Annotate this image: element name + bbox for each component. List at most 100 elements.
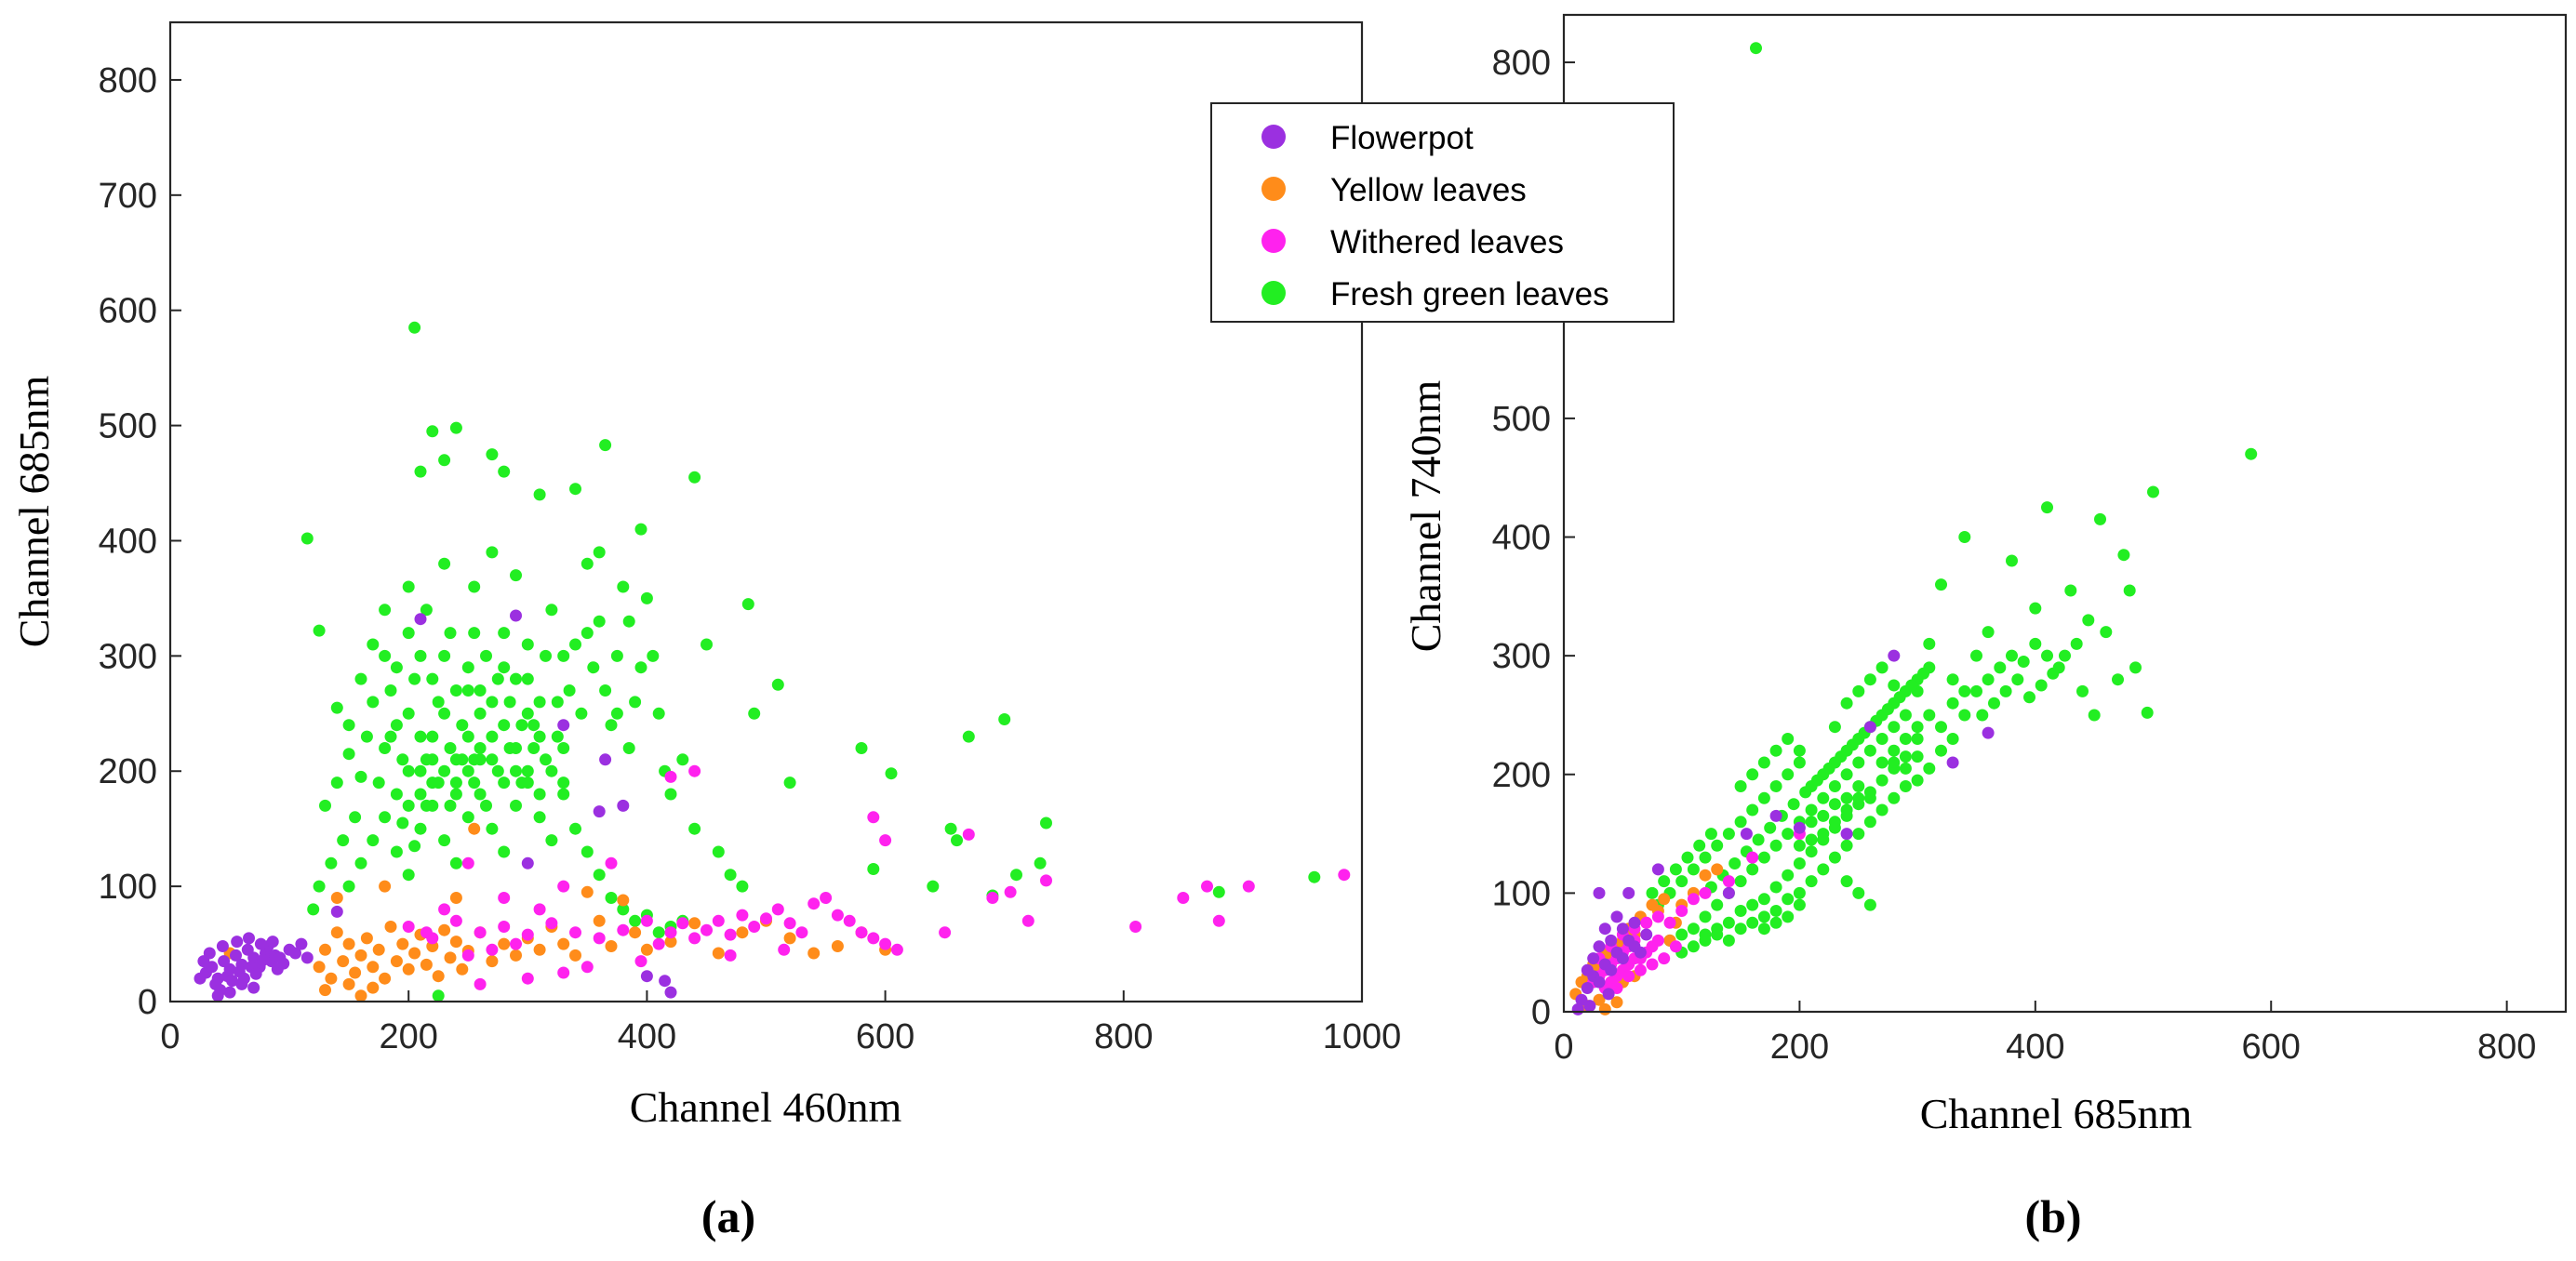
point-fresh-green-leaves <box>367 638 380 651</box>
point-withered-leaves <box>986 892 999 904</box>
point-withered-leaves <box>724 949 737 962</box>
point-fresh-green-leaves <box>771 678 784 691</box>
point-fresh-green-leaves <box>1757 893 1770 906</box>
point-fresh-green-leaves <box>927 880 940 893</box>
point-withered-leaves <box>760 912 772 925</box>
point-fresh-green-leaves <box>486 696 499 709</box>
point-flowerpot <box>226 975 239 988</box>
panel-a-y-tick-label: 200 <box>99 752 157 791</box>
point-fresh-green-leaves <box>390 845 403 858</box>
point-fresh-green-leaves <box>1646 886 1659 899</box>
point-fresh-green-leaves <box>1675 875 1688 888</box>
point-fresh-green-leaves <box>581 845 594 858</box>
point-flowerpot <box>230 949 242 962</box>
point-fresh-green-leaves <box>676 753 689 766</box>
point-fresh-green-leaves <box>1852 791 1865 804</box>
point-yellow-leaves <box>712 947 725 960</box>
point-fresh-green-leaves <box>510 764 522 777</box>
point-flowerpot <box>414 613 427 626</box>
point-fresh-green-leaves <box>688 822 701 835</box>
point-withered-leaves <box>1040 874 1052 887</box>
point-yellow-leaves <box>831 940 844 952</box>
point-fresh-green-leaves <box>1769 905 1782 917</box>
point-fresh-green-leaves <box>480 649 492 662</box>
point-withered-leaves <box>843 914 856 927</box>
point-fresh-green-leaves <box>461 764 474 777</box>
point-flowerpot <box>1640 928 1653 941</box>
point-yellow-leaves <box>664 936 677 949</box>
point-fresh-green-leaves <box>1888 756 1901 769</box>
point-fresh-green-leaves <box>2059 649 2071 662</box>
point-fresh-green-leaves <box>1982 673 1995 686</box>
point-fresh-green-leaves <box>438 454 451 467</box>
point-withered-leaves <box>712 914 725 927</box>
point-fresh-green-leaves <box>360 730 373 743</box>
point-fresh-green-leaves <box>1782 733 1795 745</box>
point-fresh-green-leaves <box>2029 637 2042 650</box>
point-fresh-green-leaves <box>1852 684 1865 697</box>
point-yellow-leaves <box>330 926 343 939</box>
point-fresh-green-leaves <box>444 742 457 754</box>
point-yellow-leaves <box>402 962 415 976</box>
point-fresh-green-leaves <box>1699 934 1712 947</box>
point-fresh-green-leaves <box>634 523 647 536</box>
point-fresh-green-leaves <box>498 719 511 732</box>
point-fresh-green-leaves <box>2123 584 2136 597</box>
point-fresh-green-leaves <box>498 465 511 478</box>
point-fresh-green-leaves <box>1875 756 1889 769</box>
point-flowerpot <box>194 972 207 985</box>
point-fresh-green-leaves <box>456 719 469 732</box>
point-withered-leaves <box>701 923 713 936</box>
point-fresh-green-leaves <box>1769 839 1782 852</box>
point-fresh-green-leaves <box>1769 780 1782 792</box>
point-fresh-green-leaves <box>944 822 957 835</box>
point-flowerpot <box>1605 934 1618 947</box>
point-fresh-green-leaves <box>1840 839 1853 852</box>
point-yellow-leaves <box>396 937 409 950</box>
point-flowerpot <box>1616 923 1629 936</box>
point-withered-leaves <box>498 921 511 933</box>
point-fresh-green-leaves <box>1782 828 1795 841</box>
point-yellow-leaves <box>360 932 373 945</box>
point-withered-leaves <box>569 926 581 939</box>
point-fresh-green-leaves <box>1040 816 1052 830</box>
point-fresh-green-leaves <box>2064 584 2077 597</box>
point-withered-leaves <box>557 966 570 979</box>
point-yellow-leaves <box>1658 893 1671 906</box>
point-yellow-leaves <box>1699 869 1712 882</box>
point-fresh-green-leaves <box>1699 851 1712 864</box>
point-fresh-green-leaves <box>962 730 975 743</box>
panel-a-x-axis-title: Channel 460nm <box>630 1083 902 1131</box>
point-fresh-green-leaves <box>300 532 314 545</box>
point-fresh-green-leaves <box>426 777 439 790</box>
panel-a-x-tick-label: 200 <box>379 1017 437 1056</box>
point-fresh-green-leaves <box>527 719 541 732</box>
point-withered-leaves <box>867 932 880 945</box>
point-fresh-green-leaves <box>617 580 630 593</box>
point-fresh-green-leaves <box>1822 762 1835 775</box>
point-fresh-green-leaves <box>1846 738 1859 751</box>
point-fresh-green-leaves <box>1840 768 1853 781</box>
point-fresh-green-leaves <box>515 777 528 790</box>
point-fresh-green-leaves <box>1905 679 1918 692</box>
point-fresh-green-leaves <box>1782 869 1795 882</box>
point-fresh-green-leaves <box>551 696 564 709</box>
point-fresh-green-leaves <box>1693 839 1706 852</box>
point-fresh-green-leaves <box>342 719 355 732</box>
point-fresh-green-leaves <box>652 926 665 939</box>
point-fresh-green-leaves <box>593 546 606 559</box>
point-fresh-green-leaves <box>379 811 392 824</box>
point-fresh-green-leaves <box>575 707 588 720</box>
point-flowerpot <box>247 981 260 994</box>
point-fresh-green-leaves <box>1828 721 1841 734</box>
point-yellow-leaves <box>1593 993 1606 1006</box>
point-fresh-green-leaves <box>1946 673 1959 686</box>
point-withered-leaves <box>1021 914 1034 927</box>
point-yellow-leaves <box>808 947 821 960</box>
point-fresh-green-leaves <box>2023 691 2035 704</box>
point-fresh-green-leaves <box>540 649 552 662</box>
point-withered-leaves <box>617 923 630 936</box>
point-yellow-leaves <box>640 943 653 956</box>
point-fresh-green-leaves <box>1817 863 1830 876</box>
legend-marker-yellow-leaves <box>1261 177 1286 201</box>
